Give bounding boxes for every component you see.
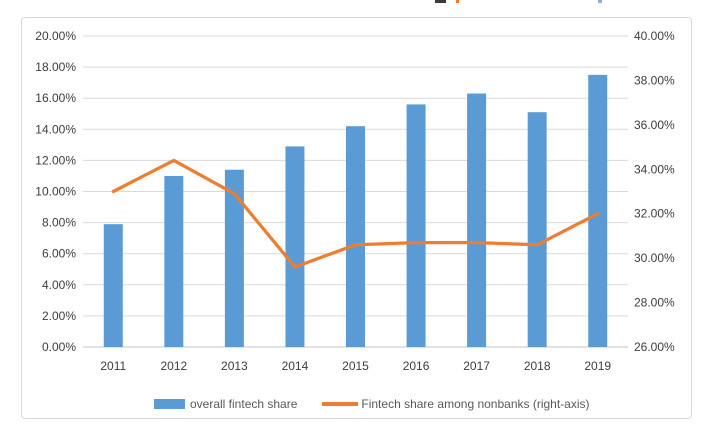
bar-2019 bbox=[588, 74, 608, 347]
legend-label-nonbank-share: Fintech share among nonbanks (right-axis… bbox=[361, 397, 590, 411]
x-axis-label-2011: 2011 bbox=[100, 359, 126, 373]
left-axis-tick-label: 10.00% bbox=[35, 185, 76, 199]
right-axis-tick-label: 28.00% bbox=[634, 296, 675, 310]
x-axis-label-2014: 2014 bbox=[282, 359, 309, 373]
x-axis-label-2013: 2013 bbox=[221, 359, 248, 373]
cropped-title-fragment bbox=[456, 0, 459, 3]
bar-2018 bbox=[527, 112, 547, 347]
nonbank-share-line bbox=[111, 158, 600, 269]
legend-line-swatch bbox=[322, 402, 359, 406]
bar-2013 bbox=[224, 169, 244, 347]
legend-bar-swatch bbox=[154, 399, 185, 409]
left-axis-tick-label: 2.00% bbox=[42, 309, 76, 323]
left-axis-tick-label: 6.00% bbox=[42, 247, 76, 261]
x-axis-label-2017: 2017 bbox=[463, 359, 490, 373]
x-axis-label-2019: 2019 bbox=[584, 359, 611, 373]
bar-2011 bbox=[103, 224, 123, 347]
legend-item-nonbank-share: Fintech share among nonbanks (right-axis… bbox=[322, 397, 590, 411]
cropped-title-fragment bbox=[435, 0, 446, 3]
left-axis-tick-label: 20.00% bbox=[35, 29, 76, 43]
bar-2014 bbox=[285, 146, 305, 347]
legend-item-overall-fintech-share: overall fintech share bbox=[154, 397, 297, 411]
right-axis-tick-label: 36.00% bbox=[634, 118, 675, 132]
left-axis-tick-label: 18.00% bbox=[35, 60, 76, 74]
right-axis-tick-label: 32.00% bbox=[634, 207, 675, 221]
left-axis-tick-label: 8.00% bbox=[42, 216, 76, 230]
right-axis-tick-label: 30.00% bbox=[634, 251, 675, 265]
bar-2015 bbox=[346, 126, 365, 347]
left-axis-tick-label: 16.00% bbox=[35, 91, 76, 105]
legend-label-overall-fintech-share: overall fintech share bbox=[190, 397, 298, 411]
left-axis-tick-label: 4.00% bbox=[42, 278, 76, 292]
combo-chart-plot: 0.00% 2.00% 4.00% 6.00% 8.00% 10.00% 12.00% 14.… bbox=[35, 29, 675, 373]
right-axis-tick-label: 40.00% bbox=[634, 29, 675, 43]
right-axis-tick-label: 38.00% bbox=[634, 73, 675, 87]
x-axis-label-2016: 2016 bbox=[403, 359, 430, 373]
x-axis-label-2012: 2012 bbox=[160, 359, 187, 373]
chart-legend: overall fintech share Fintech share amon… bbox=[154, 397, 590, 411]
bar-2017 bbox=[467, 93, 487, 347]
right-axis-tick-label: 34.00% bbox=[634, 162, 675, 176]
left-axis-tick-label: 12.00% bbox=[35, 153, 76, 167]
chart-frame: 0.00% 2.00% 4.00% 6.00% 8.00% 10.00% 12.00% 14.… bbox=[21, 17, 692, 419]
x-axis-label-2015: 2015 bbox=[342, 359, 369, 373]
x-axis-label-2018: 2018 bbox=[524, 359, 551, 373]
bar-2012 bbox=[164, 175, 184, 347]
left-axis-tick-label: 14.00% bbox=[35, 122, 76, 136]
left-axis-tick-label: 0.00% bbox=[42, 340, 76, 354]
cropped-title-fragment bbox=[598, 0, 602, 3]
bar-2016 bbox=[406, 104, 426, 347]
right-axis-tick-label: 26.00% bbox=[634, 340, 675, 354]
